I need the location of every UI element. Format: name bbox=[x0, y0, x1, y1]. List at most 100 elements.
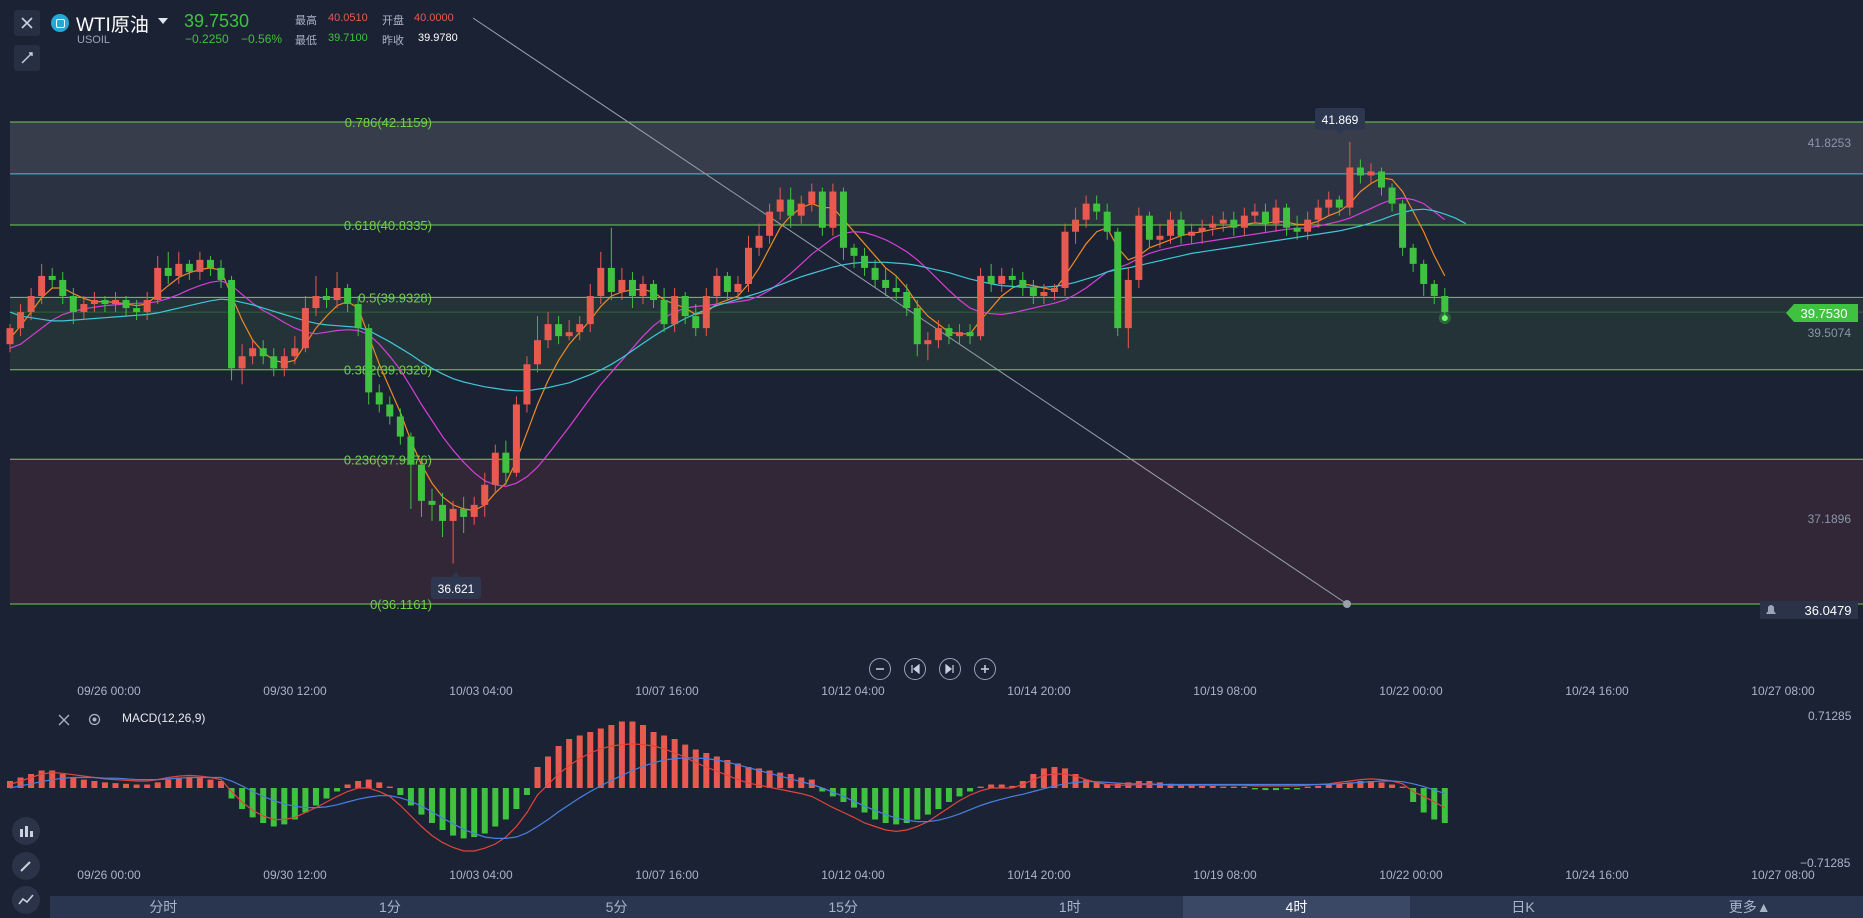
macd-bar bbox=[608, 725, 615, 788]
candle-body bbox=[270, 356, 278, 369]
macd-bar bbox=[1072, 774, 1079, 788]
macd-bar bbox=[429, 788, 435, 823]
macd-bar bbox=[661, 735, 668, 788]
candle-body bbox=[48, 275, 56, 280]
x-tick-macd: 09/26 00:00 bbox=[77, 868, 141, 882]
candle-body bbox=[1367, 171, 1375, 176]
candle-body bbox=[1029, 287, 1037, 296]
close-icon[interactable] bbox=[14, 10, 40, 36]
macd-bar bbox=[1399, 786, 1406, 788]
timeframe-tab[interactable]: 日K bbox=[1511, 899, 1535, 915]
macd-bar bbox=[513, 788, 520, 809]
macd-bar bbox=[460, 788, 467, 839]
fib-label-5: 0(36.1161) bbox=[370, 597, 432, 612]
candle-body bbox=[154, 267, 162, 301]
macd-bar bbox=[1114, 783, 1121, 788]
zoom-out-button[interactable] bbox=[869, 658, 891, 680]
fib-band-top bbox=[10, 122, 1863, 174]
candle-body bbox=[312, 295, 320, 309]
candle-body bbox=[1050, 287, 1058, 292]
candle-body bbox=[164, 267, 172, 276]
macd-bar bbox=[618, 721, 625, 788]
macd-bar bbox=[59, 774, 66, 788]
candle-body bbox=[1240, 215, 1248, 228]
trend-line-handle[interactable] bbox=[1343, 600, 1351, 608]
timeframe-tab[interactable]: 1时 bbox=[1058, 899, 1081, 915]
candle-body bbox=[6, 328, 14, 345]
indicator-tool-icon[interactable] bbox=[12, 817, 40, 845]
candle-body bbox=[301, 308, 309, 349]
macd-bar bbox=[1241, 786, 1248, 788]
candle-body bbox=[998, 275, 1006, 284]
candle-body bbox=[386, 404, 394, 417]
macd-bar bbox=[1083, 779, 1090, 788]
timeframe-tab[interactable]: 15分 bbox=[828, 899, 858, 915]
candle-body bbox=[1356, 167, 1364, 176]
candle-body bbox=[291, 348, 299, 357]
x-tick-main: 10/12 04:00 bbox=[821, 684, 885, 698]
pen-tool-icon[interactable] bbox=[12, 852, 40, 880]
macd-bar bbox=[312, 788, 319, 806]
scroll-start-button[interactable] bbox=[904, 658, 926, 680]
timeframe-tab[interactable]: 更多▲ bbox=[1728, 899, 1771, 915]
candle-body bbox=[766, 211, 774, 236]
candle-body bbox=[787, 199, 795, 216]
macd-bar bbox=[861, 788, 868, 813]
macd-bar bbox=[17, 777, 24, 788]
macd-bar bbox=[1104, 784, 1111, 788]
draw-tool-icon[interactable] bbox=[14, 45, 40, 71]
candle-body bbox=[797, 203, 805, 216]
candle-body bbox=[639, 283, 647, 296]
candle-body bbox=[660, 300, 668, 325]
candle-body bbox=[776, 199, 784, 212]
macd-bar bbox=[1304, 786, 1311, 788]
timeframe-tab[interactable]: 4时 bbox=[1183, 896, 1410, 918]
macd-bar bbox=[956, 788, 963, 797]
macd-bar bbox=[808, 779, 815, 788]
macd-settings-icon[interactable] bbox=[88, 713, 101, 731]
candle-body bbox=[133, 308, 141, 313]
x-tick-main: 10/27 08:00 bbox=[1751, 684, 1815, 698]
candle-body bbox=[101, 300, 109, 305]
macd-bar bbox=[998, 784, 1005, 788]
trend-line[interactable] bbox=[472, 17, 1348, 605]
macd-bar bbox=[1441, 788, 1448, 823]
macd-bar bbox=[1156, 782, 1163, 788]
candlesticks bbox=[6, 141, 1451, 564]
candle-body bbox=[650, 283, 658, 301]
candle-body bbox=[185, 263, 193, 272]
timeframe-tab[interactable]: 1分 bbox=[379, 899, 401, 915]
scroll-end-button[interactable] bbox=[939, 658, 961, 680]
macd-bar bbox=[766, 770, 773, 788]
candle-body bbox=[1251, 211, 1259, 216]
timeframe-tab[interactable]: 分时 bbox=[149, 899, 178, 915]
fib-band-upper bbox=[10, 173, 1863, 226]
candle-body bbox=[1283, 207, 1291, 228]
last-price: 39.7530 bbox=[184, 11, 250, 31]
macd-bar bbox=[777, 772, 784, 788]
bell-icon bbox=[1766, 605, 1776, 614]
candle-body bbox=[1346, 167, 1354, 208]
zoom-in-button[interactable] bbox=[974, 658, 996, 680]
candle-body bbox=[1198, 227, 1206, 232]
macd-bar bbox=[1062, 768, 1068, 788]
candle-body bbox=[945, 328, 953, 337]
current-price-text: 39.7530 bbox=[1801, 306, 1848, 321]
x-tick-macd: 10/22 00:00 bbox=[1379, 868, 1443, 882]
max-price-text: 41.869 bbox=[1322, 113, 1359, 127]
macd-bar bbox=[1230, 786, 1237, 788]
candle-body bbox=[365, 328, 373, 393]
timeframe-tab[interactable]: 5分 bbox=[605, 899, 628, 915]
symbol-name[interactable]: WTI原油 bbox=[76, 15, 149, 36]
candle-body bbox=[460, 508, 468, 517]
symbol-dropdown-icon[interactable] bbox=[158, 18, 168, 24]
macd-bar bbox=[144, 784, 151, 788]
macd-bar bbox=[798, 777, 805, 788]
trend-tool-icon[interactable] bbox=[12, 886, 40, 914]
candle-body bbox=[523, 364, 531, 405]
candle-body bbox=[238, 356, 246, 369]
macd-bar bbox=[1357, 781, 1364, 788]
macd-bar bbox=[893, 788, 900, 825]
macd-close-icon[interactable] bbox=[58, 713, 70, 731]
